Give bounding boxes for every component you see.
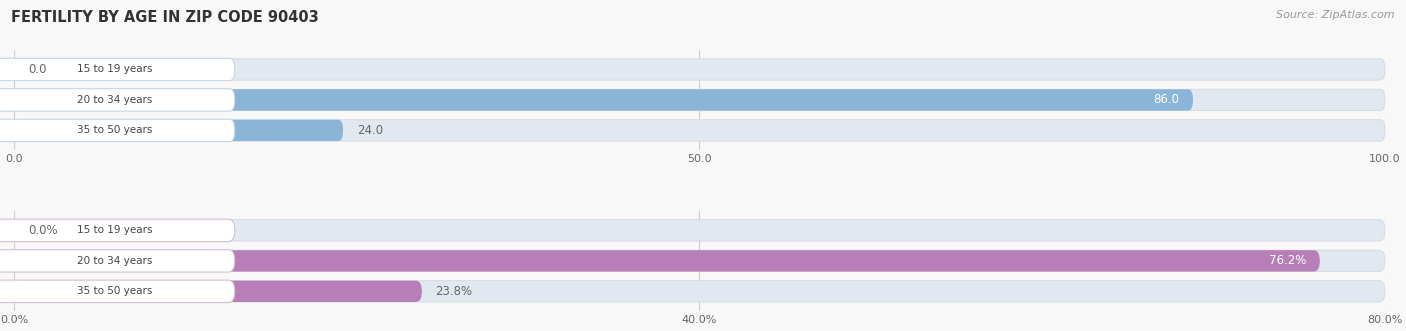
Text: 76.2%: 76.2% <box>1268 254 1306 267</box>
Text: 24.0: 24.0 <box>357 124 382 137</box>
FancyBboxPatch shape <box>14 120 343 141</box>
FancyBboxPatch shape <box>14 89 1385 111</box>
Text: 35 to 50 years: 35 to 50 years <box>77 125 152 135</box>
FancyBboxPatch shape <box>0 250 235 272</box>
FancyBboxPatch shape <box>14 281 422 302</box>
Text: 15 to 19 years: 15 to 19 years <box>77 225 153 235</box>
FancyBboxPatch shape <box>14 120 1385 141</box>
FancyBboxPatch shape <box>0 219 235 242</box>
FancyBboxPatch shape <box>14 281 1385 302</box>
Text: Source: ZipAtlas.com: Source: ZipAtlas.com <box>1277 10 1395 20</box>
FancyBboxPatch shape <box>14 89 1192 111</box>
FancyBboxPatch shape <box>0 280 235 303</box>
FancyBboxPatch shape <box>0 119 235 142</box>
Text: 20 to 34 years: 20 to 34 years <box>77 95 152 105</box>
Text: 0.0%: 0.0% <box>28 224 58 237</box>
Text: 15 to 19 years: 15 to 19 years <box>77 65 153 74</box>
FancyBboxPatch shape <box>14 250 1385 271</box>
FancyBboxPatch shape <box>0 58 235 81</box>
FancyBboxPatch shape <box>14 220 1385 241</box>
Text: 20 to 34 years: 20 to 34 years <box>77 256 152 266</box>
Text: 0.0: 0.0 <box>28 63 46 76</box>
FancyBboxPatch shape <box>14 250 1320 271</box>
Text: FERTILITY BY AGE IN ZIP CODE 90403: FERTILITY BY AGE IN ZIP CODE 90403 <box>11 10 319 25</box>
Text: 23.8%: 23.8% <box>436 285 472 298</box>
Text: 35 to 50 years: 35 to 50 years <box>77 286 152 296</box>
FancyBboxPatch shape <box>14 59 1385 80</box>
Text: 86.0: 86.0 <box>1153 93 1180 107</box>
FancyBboxPatch shape <box>0 89 235 111</box>
